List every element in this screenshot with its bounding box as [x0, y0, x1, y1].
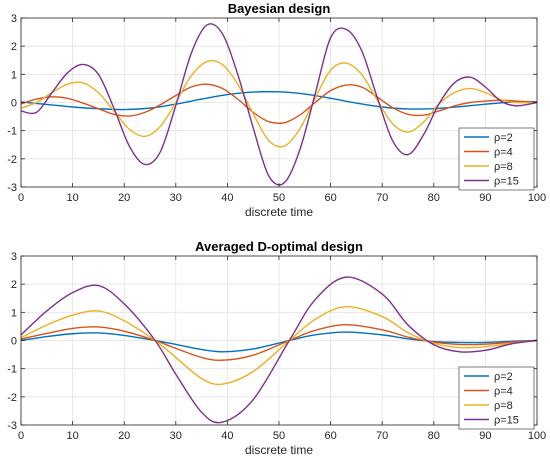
series-line-rho-2 [20, 90, 538, 111]
y-tick-label: -2 [7, 392, 17, 404]
y-tick-label: 2 [11, 279, 17, 291]
legend-entry: ρ=2 [494, 371, 513, 383]
x-tick-label: 90 [479, 430, 491, 442]
x-tick-label: 0 [18, 192, 24, 204]
x-tick-label: 20 [118, 430, 130, 442]
x-tick-label: 90 [479, 192, 491, 204]
y-tick-label: -1 [7, 364, 17, 376]
x-tick-label: 30 [170, 430, 182, 442]
x-tick-label: 80 [428, 192, 440, 204]
y-tick-label: 3 [11, 251, 17, 263]
y-tick-label: 3 [11, 13, 17, 25]
series-line-rho-8 [20, 305, 538, 386]
x-tick-label: 50 [273, 430, 285, 442]
legend-entry: ρ=4 [494, 386, 513, 398]
series-line-rho-15 [20, 276, 538, 424]
y-tick-label: 1 [11, 307, 17, 319]
x-tick-label: 20 [118, 192, 130, 204]
x-tick-label: 70 [376, 430, 388, 442]
x-tick-label: 40 [221, 192, 233, 204]
y-tick-label: 1 [11, 69, 17, 81]
legend-entry: ρ=8 [494, 161, 513, 173]
series-line-rho-8 [20, 60, 538, 148]
y-tick-label: 2 [11, 41, 17, 53]
series-line-rho-2 [20, 331, 538, 353]
x-tick-label: 50 [273, 192, 285, 204]
legend-entry: ρ=15 [494, 415, 519, 427]
legend: ρ=2 ρ=4 ρ=8 ρ=15 [458, 127, 535, 191]
y-tick-label: 0 [11, 336, 17, 348]
x-tick-label: 30 [170, 192, 182, 204]
y-tick-label: -3 [7, 182, 17, 194]
x-tick-label: 100 [528, 192, 546, 204]
x-axis-label: discrete time [245, 205, 313, 219]
y-tick-label: -3 [7, 420, 17, 432]
x-tick-label: 0 [18, 430, 24, 442]
legend: ρ=2 ρ=4 ρ=8 ρ=15 [458, 366, 535, 430]
y-tick-label: -2 [7, 154, 17, 166]
x-tick-label: 100 [528, 430, 546, 442]
series-line-rho-4 [20, 324, 538, 361]
series-line-rho-4 [20, 83, 538, 125]
legend-box [458, 366, 535, 430]
x-tick-label: 10 [66, 192, 78, 204]
x-tick-label: 40 [221, 430, 233, 442]
legend-entry: ρ=15 [494, 176, 519, 188]
chart-title: Bayesian design [228, 1, 331, 16]
x-tick-label: 10 [66, 430, 78, 442]
chart-title: Averaged D-optimal design [195, 239, 363, 254]
legend-box [458, 127, 535, 191]
x-tick-label: 60 [324, 192, 336, 204]
x-tick-label: 70 [376, 192, 388, 204]
chart-panel-1: 0 10 20 30 40 50 60 70 80 90 100 -3 -2 -1 0 1 2 3 Bayesian… [7, 1, 546, 219]
y-tick-label: -1 [7, 126, 17, 138]
y-tick-label: 0 [11, 98, 17, 110]
legend-entry: ρ=8 [494, 400, 513, 412]
legend-entry: ρ=2 [494, 132, 513, 144]
chart-panel-2: 0 10 20 30 40 50 60 70 80 90 100 -3 -2 -1 0 1 2 3 Averaged… [7, 239, 546, 457]
legend-entry: ρ=4 [494, 147, 513, 159]
x-axis-label: discrete time [245, 443, 313, 457]
series-line-rho-15 [20, 23, 538, 186]
x-tick-label: 60 [324, 430, 336, 442]
x-tick-label: 80 [428, 430, 440, 442]
